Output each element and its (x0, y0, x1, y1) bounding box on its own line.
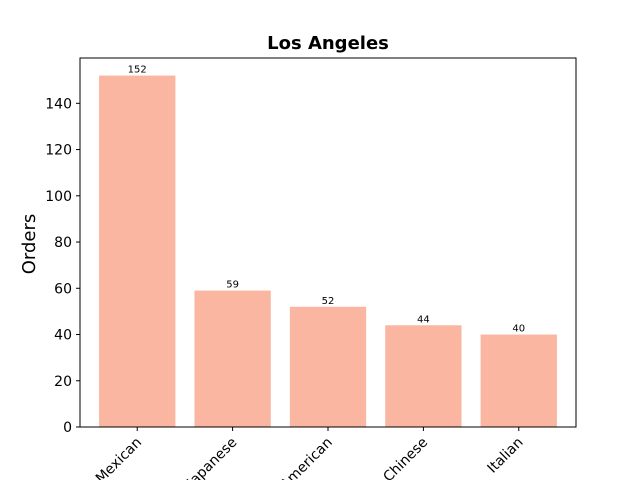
bar-value-label: 52 (322, 296, 335, 307)
y-axis-label: Orders (19, 214, 40, 275)
y-tick-label: 0 (63, 420, 72, 436)
x-tick-label: Chinese (380, 435, 431, 480)
y-tick-label: 120 (45, 143, 72, 159)
x-tick-label: American (277, 435, 335, 480)
data-labels-layer: 152 59 52 44 40 (128, 65, 525, 335)
x-tick-label: Italian (485, 435, 527, 477)
bar (385, 325, 462, 427)
x-axis-ticks: Mexican Japanese American Chinese Italian (93, 427, 527, 485)
y-tick-label: 60 (54, 281, 72, 297)
bar-value-label: 44 (417, 314, 430, 325)
chart-title: Los Angeles (267, 33, 389, 54)
bar (480, 334, 557, 427)
y-tick-label: 100 (45, 189, 72, 205)
bar-value-label: 59 (226, 280, 239, 291)
plot-frame (79, 57, 577, 428)
y-tick-label: 80 (54, 235, 72, 251)
x-tick-label: Japanese (183, 435, 240, 480)
y-tick-label: 140 (45, 96, 72, 112)
y-tick-label: 20 (54, 374, 72, 390)
bar (289, 306, 367, 427)
y-axis-ticks: 0 20 40 60 80 100 120 140 (45, 96, 80, 436)
bar (194, 290, 271, 427)
bar (99, 75, 176, 428)
y-tick-label: 40 (54, 328, 72, 344)
bar-value-label: 152 (128, 65, 147, 76)
bars-layer (99, 75, 557, 428)
bar-value-label: 40 (512, 324, 525, 335)
x-tick-label: Mexican (93, 435, 145, 480)
